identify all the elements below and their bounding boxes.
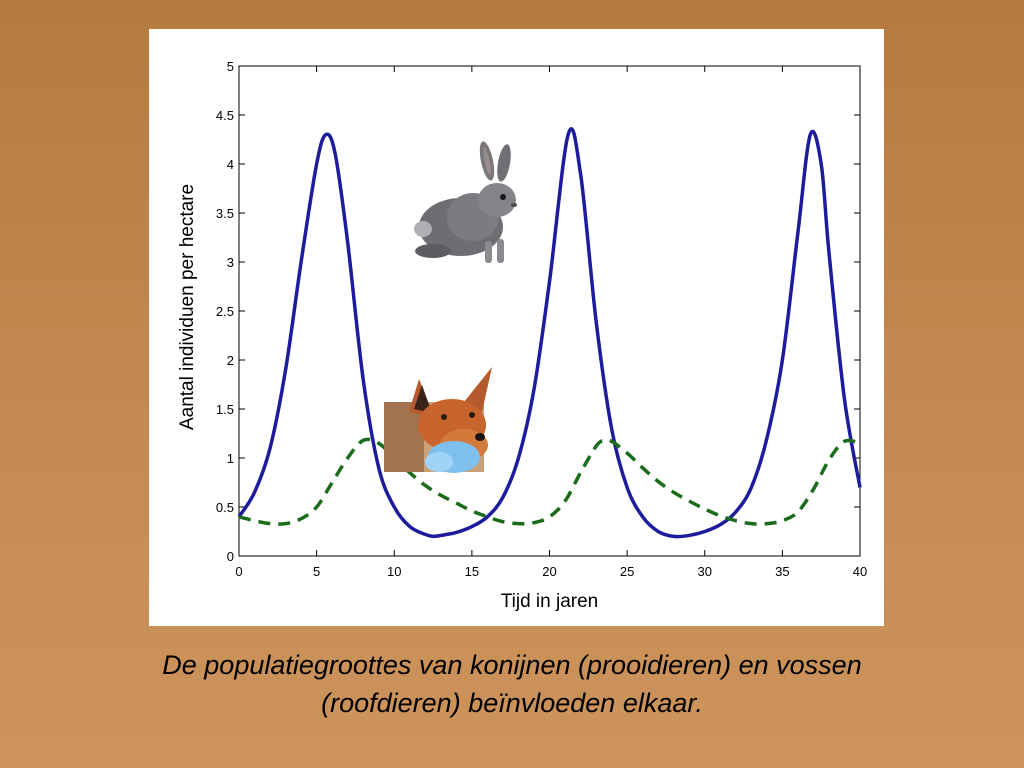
population-chart: 0 5 10 15 20 25 30 35 40 0 0.5 1 1.5 2 2.5 3 3.5 4 4.5 5 (177, 59, 867, 612)
x-tick-label: 20 (542, 564, 556, 579)
y-tick-label: 2 (227, 353, 234, 368)
caption-line-2: (roofdieren) beïnvloeden elkaar. (321, 688, 703, 718)
y-tick-label: 1 (227, 451, 234, 466)
x-tick-label: 5 (313, 564, 320, 579)
x-tick-label: 0 (235, 564, 242, 579)
y-tick-label: 4.5 (216, 108, 234, 123)
fox-population-line (238, 437, 861, 526)
y-axis-label: Aantal individuen per hectare (177, 184, 198, 430)
x-tick-label: 35 (775, 564, 789, 579)
x-tick-label: 40 (853, 564, 867, 579)
x-tick-label: 15 (465, 564, 479, 579)
axis-ticks: 0 5 10 15 20 25 30 35 40 0 0.5 1 1.5 2 2.5 3 3.5 4 4.5 5 (216, 59, 867, 579)
x-tick-label: 25 (620, 564, 634, 579)
y-tick-label: 3 (227, 255, 234, 270)
slide-caption: De populatiegroottes van konijnen (prooi… (40, 646, 984, 722)
y-tick-label: 2.5 (216, 304, 234, 319)
x-axis-label: Tijd in jaren (501, 591, 599, 612)
x-tick-label: 10 (387, 564, 401, 579)
y-tick-label: 3.5 (216, 206, 234, 221)
series-lines (237, 126, 862, 539)
y-tick-label: 1.5 (216, 402, 234, 417)
rabbit-population-line (237, 126, 862, 539)
fox-icon (384, 367, 492, 473)
y-tick-label: 4 (227, 157, 234, 172)
y-tick-label: 5 (227, 59, 234, 74)
chart-card: 0 5 10 15 20 25 30 35 40 0 0.5 1 1.5 2 2.5 3 3.5 4 4.5 5 (149, 29, 884, 626)
caption-line-1: De populatiegroottes van konijnen (prooi… (162, 650, 862, 680)
rabbit-icon (414, 141, 517, 263)
x-tick-label: 30 (698, 564, 712, 579)
y-tick-label: 0.5 (216, 500, 234, 515)
y-tick-label: 0 (227, 549, 234, 564)
